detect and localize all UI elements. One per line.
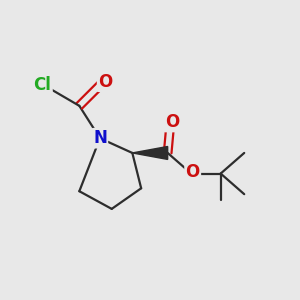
- Text: N: N: [93, 129, 107, 147]
- Text: O: O: [186, 164, 200, 181]
- Text: O: O: [98, 73, 112, 91]
- Polygon shape: [132, 146, 168, 159]
- Text: O: O: [165, 113, 179, 131]
- Text: Cl: Cl: [34, 76, 52, 94]
